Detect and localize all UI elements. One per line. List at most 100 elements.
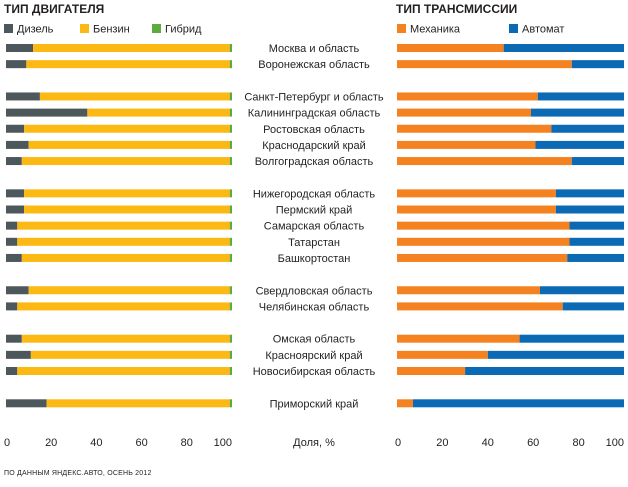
transmission-type-bars <box>397 44 624 408</box>
engine-bar-гибрид-12 <box>229 253 232 262</box>
transmission-bar-автомат-8 <box>555 189 624 198</box>
engine-type-legend: Дизель Бензин Гибрид <box>4 24 202 36</box>
region-label-14: Челябинская область <box>259 301 370 313</box>
engine-bar-дизель-2 <box>6 60 27 69</box>
engine-bar-дизель-14 <box>6 302 18 311</box>
engine-bar-гибрид-11 <box>229 237 232 246</box>
engine-bar-дизель-12 <box>6 253 22 262</box>
engine-legend-swatch-дизель <box>4 24 13 33</box>
transmission-bar-автомат-3 <box>537 92 624 101</box>
transmission-bar-автомат-16 <box>487 350 624 359</box>
engine-bar-бензин-9 <box>24 205 230 214</box>
transmission-bar-механика-10 <box>397 221 570 230</box>
transmission-bar-автомат-12 <box>567 253 624 262</box>
engine-bar-дизель-10 <box>6 221 18 230</box>
engine-bar-гибрид-13 <box>229 286 232 295</box>
engine-bar-гибрид-17 <box>229 367 232 375</box>
engine-type-title: ТИП ДВИГАТЕЛЯ <box>4 2 104 16</box>
engine-bar-дизель-18 <box>6 399 47 408</box>
transmission-bar-автомат-4 <box>530 108 624 117</box>
transmission-bar-автомат-13 <box>540 286 624 295</box>
engine-bar-бензин-11 <box>17 237 230 246</box>
engine-bar-дизель-17 <box>6 367 18 375</box>
transmission-bar-механика-8 <box>397 189 556 198</box>
region-labels: Москва и область Воронежская область Санкт… <box>244 43 384 410</box>
region-label-13: Свердловская область <box>256 285 373 297</box>
transmission-bar-механика-12 <box>397 253 568 262</box>
region-label-11: Татарстан <box>288 237 340 249</box>
engine-type-x-axis: 0 20 40 60 80 100 <box>4 437 232 449</box>
engine-type-bars <box>6 44 232 408</box>
engine-bar-бензин-14 <box>17 302 230 311</box>
engine-bar-дизель-15 <box>6 334 22 343</box>
engine-bar-гибрид-1 <box>229 44 232 52</box>
engine-bar-гибрид-6 <box>229 140 232 149</box>
transmission-x-tick-80: 80 <box>572 437 584 449</box>
x-axis-unit-label: Доля, % <box>293 437 335 449</box>
engine-bar-бензин-15 <box>21 334 230 343</box>
engine-bar-дизель-7 <box>6 157 22 166</box>
engine-x-tick-0: 0 <box>4 437 10 449</box>
region-label-6: Краснодарский край <box>262 140 366 152</box>
engine-bar-бензин-2 <box>26 60 230 69</box>
engine-bar-бензин-12 <box>21 253 230 262</box>
engine-bar-гибрид-10 <box>229 221 232 230</box>
engine-legend-swatch-бензин <box>80 24 89 33</box>
transmission-type-legend: Механика Автомат <box>397 24 564 36</box>
region-label-8: Нижегородская область <box>253 188 376 200</box>
transmission-bar-механика-11 <box>397 237 570 246</box>
transmission-bar-автомат-18 <box>412 399 624 408</box>
engine-bar-гибрид-16 <box>229 350 232 359</box>
engine-bar-дизель-6 <box>6 140 29 149</box>
engine-legend-label-гибрид: Гибрид <box>165 24 202 36</box>
transmission-bar-автомат-5 <box>551 124 624 133</box>
engine-bar-бензин-1 <box>33 44 230 52</box>
transmission-legend-label-автомат: Автомат <box>522 24 564 36</box>
engine-bar-гибрид-4 <box>229 108 232 117</box>
engine-bar-дизель-16 <box>6 350 31 359</box>
engine-x-tick-80: 80 <box>181 437 193 449</box>
transmission-legend-label-механика: Механика <box>410 24 461 36</box>
region-label-1: Москва и область <box>269 43 360 55</box>
engine-bar-дизель-1 <box>6 44 34 52</box>
transmission-bar-механика-3 <box>397 92 538 101</box>
transmission-bar-автомат-14 <box>562 302 624 311</box>
engine-x-tick-100: 100 <box>214 437 232 449</box>
region-label-4: Калининградская область <box>248 108 381 120</box>
transmission-bar-автомат-6 <box>535 140 624 149</box>
transmission-x-tick-60: 60 <box>527 437 539 449</box>
transmission-bar-механика-14 <box>397 302 563 311</box>
engine-bar-гибрид-5 <box>229 124 232 133</box>
engine-bar-бензин-8 <box>24 189 230 198</box>
region-label-15: Омская область <box>273 334 356 346</box>
engine-bar-дизель-5 <box>6 124 25 133</box>
transmission-bar-автомат-2 <box>571 60 624 69</box>
transmission-legend-swatch-автомат <box>509 24 518 33</box>
region-label-12: Башкортостан <box>278 253 351 265</box>
engine-bar-бензин-3 <box>39 92 230 101</box>
region-label-17: Новосибирская область <box>253 366 376 378</box>
engine-bar-бензин-7 <box>21 157 230 166</box>
engine-bar-гибрид-7 <box>229 157 232 166</box>
engine-bar-бензин-16 <box>30 350 230 359</box>
transmission-bar-механика-13 <box>397 286 541 295</box>
transmission-bar-механика-4 <box>397 108 531 117</box>
engine-bar-бензин-5 <box>24 124 230 133</box>
transmission-type-title: ТИП ТРАНСМИССИИ <box>396 2 517 16</box>
region-label-10: Самарская область <box>264 221 365 233</box>
engine-x-tick-40: 40 <box>90 437 102 449</box>
transmission-bar-механика-9 <box>397 205 556 214</box>
transmission-x-tick-0: 0 <box>395 437 401 449</box>
engine-bar-гибрид-9 <box>229 205 232 214</box>
engine-bar-бензин-18 <box>46 399 230 408</box>
transmission-bar-автомат-9 <box>555 205 624 214</box>
region-label-9: Пермский край <box>276 205 353 217</box>
engine-bar-дизель-4 <box>6 108 88 117</box>
transmission-bar-механика-18 <box>397 399 413 408</box>
transmission-bar-механика-6 <box>397 140 536 149</box>
region-label-2: Воронежская область <box>258 59 370 71</box>
transmission-type-x-axis: 0 20 40 60 80 100 <box>395 437 624 449</box>
engine-bar-бензин-6 <box>28 140 230 149</box>
engine-bar-гибрид-15 <box>229 334 232 343</box>
